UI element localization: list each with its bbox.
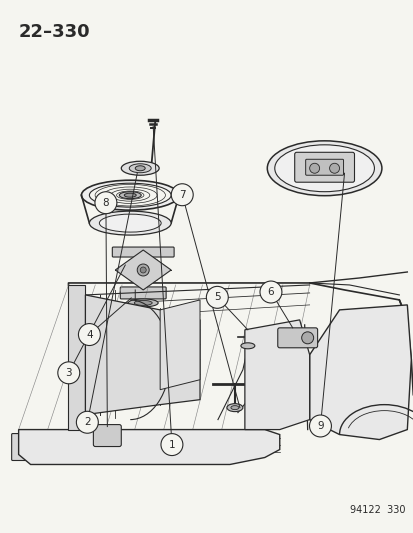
Ellipse shape [230,406,238,410]
Ellipse shape [129,164,151,173]
Polygon shape [309,305,411,440]
Ellipse shape [134,301,152,305]
FancyBboxPatch shape [305,159,343,175]
Polygon shape [68,285,85,430]
Circle shape [301,332,313,344]
Circle shape [259,281,281,303]
Text: 5: 5 [214,292,220,302]
Ellipse shape [135,166,145,171]
Circle shape [137,264,149,276]
Text: 7: 7 [178,190,185,200]
Ellipse shape [128,299,158,307]
Circle shape [171,184,193,206]
Ellipse shape [124,193,136,197]
Circle shape [95,192,116,214]
Circle shape [58,362,80,384]
Circle shape [329,163,339,173]
Circle shape [309,415,331,437]
Text: 4: 4 [86,329,93,340]
Circle shape [76,411,98,433]
Ellipse shape [119,192,141,199]
Polygon shape [244,320,309,430]
Text: 6: 6 [267,287,273,297]
Circle shape [206,286,228,308]
Circle shape [78,324,100,345]
Text: 22–330: 22–330 [19,22,90,41]
Circle shape [309,163,319,173]
Circle shape [140,267,146,273]
FancyBboxPatch shape [120,287,166,299]
Text: 94122  330: 94122 330 [349,505,404,515]
Text: 2: 2 [84,417,90,427]
FancyBboxPatch shape [277,328,317,348]
Ellipse shape [267,141,381,196]
FancyBboxPatch shape [294,152,354,182]
Circle shape [161,434,183,456]
Ellipse shape [89,211,171,235]
Ellipse shape [274,145,373,192]
FancyBboxPatch shape [12,433,29,461]
Polygon shape [115,250,171,290]
FancyBboxPatch shape [93,425,121,447]
FancyBboxPatch shape [112,247,174,257]
Ellipse shape [121,161,159,175]
Ellipse shape [99,214,161,232]
Ellipse shape [81,180,179,210]
Ellipse shape [89,183,171,207]
Ellipse shape [226,403,242,411]
Text: 9: 9 [316,421,323,431]
Ellipse shape [240,343,254,349]
Text: 8: 8 [102,198,109,208]
Text: 1: 1 [168,440,175,450]
Polygon shape [160,300,199,390]
Text: 3: 3 [65,368,72,378]
Polygon shape [85,295,199,415]
Polygon shape [19,430,279,464]
